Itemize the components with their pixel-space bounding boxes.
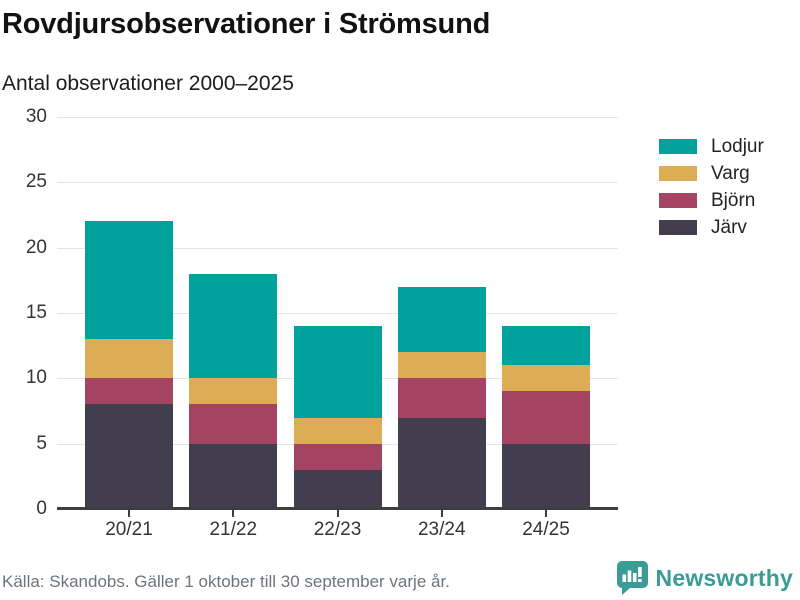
gridline-25: [57, 182, 618, 184]
bar-segment-björn-21-22: [189, 404, 278, 444]
x-axis-label: 20/21: [105, 519, 153, 540]
y-axis-label: 0: [36, 498, 47, 519]
x-axis-tick: [545, 510, 547, 517]
bar-segment-varg-23-24: [397, 352, 486, 379]
source-note: Källa: Skandobs. Gäller 1 oktober till 3…: [2, 572, 450, 591]
legend-swatch: [659, 139, 697, 154]
legend-swatch: [659, 220, 697, 235]
bar-segment-björn-22-23: [293, 443, 382, 470]
y-axis-label: 30: [25, 105, 47, 127]
legend-label: Lodjur: [711, 135, 764, 157]
bar-segment-lodjur-23-24: [397, 286, 486, 353]
newsworthy-icon: [616, 561, 648, 595]
bar-segment-järv-23-24: [397, 417, 486, 509]
x-axis-tick: [336, 510, 339, 517]
bar-segment-lodjur-20-21: [85, 221, 173, 340]
x-axis-label: 21/22: [209, 519, 258, 540]
bar-segment-lodjur-24-25: [502, 326, 590, 366]
bar-segment-björn-23-24: [397, 378, 486, 418]
legend-item-järv: Järv: [659, 214, 764, 241]
newsworthy-wordmark: Newsworthy: [655, 564, 793, 591]
bar-segment-varg-20-21: [85, 339, 173, 379]
legend-swatch: [659, 193, 697, 208]
chart-subtitle: Antal observationer 2000–2025: [2, 72, 294, 95]
legend: Lodjur Varg Björn Järv: [659, 133, 764, 241]
gridline-20: [57, 247, 618, 249]
legend-label: Björn: [711, 189, 756, 211]
gridline-15: [57, 312, 618, 314]
bar-segment-varg-22-23: [293, 417, 382, 444]
y-axis-label: 5: [36, 432, 47, 454]
x-axis-tick: [440, 510, 443, 517]
bar-segment-varg-24-25: [502, 365, 590, 392]
x-axis-label: 23/24: [417, 519, 466, 540]
x-axis-tick: [232, 510, 235, 517]
y-axis-label: 25: [25, 171, 47, 193]
x-axis-tick: [128, 510, 130, 517]
legend-item-lodjur: Lodjur: [659, 133, 764, 160]
chart-title: Rovdjursobservationer i Strömsund: [2, 8, 491, 40]
bar-segment-lodjur-21-22: [189, 273, 278, 379]
x-axis-label: 24/25: [522, 519, 570, 540]
legend-label: Varg: [711, 162, 750, 184]
y-axis-label: 10: [25, 367, 47, 389]
bar-segment-järv-22-23: [293, 469, 382, 509]
bar-segment-lodjur-22-23: [293, 326, 382, 418]
bar-segment-järv-20-21: [85, 404, 173, 509]
legend-item-björn: Björn: [659, 187, 764, 214]
x-axis-label: 22/23: [313, 519, 362, 540]
y-axis-label: 15: [25, 301, 47, 323]
x-axis-line: [57, 507, 618, 510]
gridline-30: [57, 116, 618, 118]
bar-segment-varg-21-22: [189, 378, 278, 405]
newsworthy-logo: Newsworthy: [616, 561, 793, 595]
bar-segment-järv-24-25: [502, 443, 590, 509]
legend-item-varg: Varg: [659, 160, 764, 187]
bar-segment-björn-24-25: [502, 391, 590, 444]
y-axis-label: 20: [25, 236, 47, 258]
bar-segment-björn-20-21: [85, 378, 173, 405]
bar-segment-järv-21-22: [189, 443, 278, 509]
legend-swatch: [659, 166, 697, 181]
legend-label: Järv: [711, 216, 747, 238]
